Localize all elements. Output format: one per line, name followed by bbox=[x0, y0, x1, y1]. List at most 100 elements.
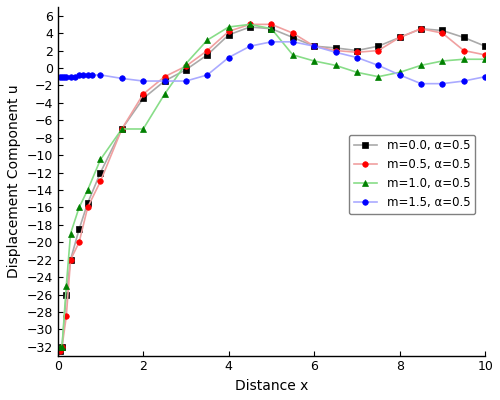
m=0.0, α=0.5 bbox=[290, 35, 296, 40]
m=1.0, α=0.5 bbox=[418, 63, 424, 68]
m=1.0, α=0.5 bbox=[482, 57, 488, 62]
m=0.0, α=0.5 bbox=[311, 44, 317, 48]
m=0.5, α=0.5 bbox=[64, 314, 70, 319]
m=0.5, α=0.5 bbox=[119, 126, 125, 131]
m=0.5, α=0.5 bbox=[59, 344, 65, 349]
m=0.5, α=0.5 bbox=[76, 240, 82, 245]
m=0.0, α=0.5 bbox=[418, 26, 424, 31]
m=1.0, α=0.5 bbox=[204, 38, 210, 42]
m=0.5, α=0.5 bbox=[290, 31, 296, 36]
m=1.5, α=0.5 bbox=[89, 72, 95, 77]
m=1.0, α=0.5 bbox=[119, 126, 125, 131]
m=1.0, α=0.5 bbox=[376, 74, 382, 79]
m=1.5, α=0.5 bbox=[290, 40, 296, 44]
m=1.0, α=0.5 bbox=[290, 52, 296, 57]
m=1.5, α=0.5 bbox=[482, 74, 488, 79]
m=1.0, α=0.5 bbox=[247, 22, 253, 27]
m=0.0, α=0.5 bbox=[76, 227, 82, 232]
m=0.0, α=0.5 bbox=[57, 349, 63, 354]
m=1.5, α=0.5 bbox=[332, 50, 338, 55]
m=1.5, α=0.5 bbox=[460, 79, 466, 84]
m=0.0, α=0.5 bbox=[332, 46, 338, 50]
m=0.0, α=0.5 bbox=[440, 28, 446, 33]
m=1.5, α=0.5 bbox=[183, 79, 189, 84]
m=0.0, α=0.5 bbox=[59, 344, 65, 349]
m=1.0, α=0.5 bbox=[59, 344, 65, 349]
m=1.5, α=0.5 bbox=[418, 81, 424, 86]
m=1.0, α=0.5 bbox=[98, 157, 103, 162]
m=0.5, α=0.5 bbox=[418, 26, 424, 31]
m=1.5, α=0.5 bbox=[64, 74, 70, 79]
m=0.5, α=0.5 bbox=[460, 48, 466, 53]
m=0.5, α=0.5 bbox=[98, 179, 103, 184]
m=0.0, α=0.5 bbox=[84, 201, 90, 206]
m=0.0, α=0.5 bbox=[354, 48, 360, 53]
m=0.0, α=0.5 bbox=[226, 32, 232, 37]
m=0.5, α=0.5 bbox=[440, 31, 446, 36]
m=1.5, α=0.5 bbox=[59, 74, 65, 79]
m=1.5, α=0.5 bbox=[80, 72, 86, 77]
m=0.5, α=0.5 bbox=[376, 48, 382, 53]
m=1.5, α=0.5 bbox=[76, 72, 82, 77]
m=1.5, α=0.5 bbox=[376, 63, 382, 68]
m=0.5, α=0.5 bbox=[268, 22, 274, 27]
m=0.5, α=0.5 bbox=[354, 50, 360, 55]
m=0.0, α=0.5 bbox=[268, 26, 274, 31]
m=0.0, α=0.5 bbox=[140, 96, 146, 101]
m=1.5, α=0.5 bbox=[247, 44, 253, 48]
m=1.5, α=0.5 bbox=[140, 79, 146, 84]
m=1.0, α=0.5 bbox=[332, 63, 338, 68]
m=0.5, α=0.5 bbox=[57, 349, 63, 354]
m=0.0, α=0.5 bbox=[64, 292, 70, 297]
m=1.0, α=0.5 bbox=[460, 57, 466, 62]
m=0.5, α=0.5 bbox=[247, 22, 253, 27]
m=1.5, α=0.5 bbox=[61, 74, 67, 79]
m=0.0, α=0.5 bbox=[183, 67, 189, 72]
m=0.5, α=0.5 bbox=[204, 48, 210, 53]
m=1.0, α=0.5 bbox=[354, 70, 360, 75]
m=0.0, α=0.5 bbox=[204, 52, 210, 57]
m=1.0, α=0.5 bbox=[311, 58, 317, 63]
m=0.5, α=0.5 bbox=[84, 205, 90, 210]
m=0.0, α=0.5 bbox=[119, 126, 125, 131]
m=1.0, α=0.5 bbox=[64, 284, 70, 288]
m=1.5, α=0.5 bbox=[98, 72, 103, 77]
m=0.5, α=0.5 bbox=[332, 48, 338, 53]
m=1.0, α=0.5 bbox=[162, 92, 168, 96]
m=0.5, α=0.5 bbox=[311, 44, 317, 48]
m=0.5, α=0.5 bbox=[396, 35, 402, 40]
m=1.5, α=0.5 bbox=[354, 55, 360, 60]
m=1.0, α=0.5 bbox=[183, 61, 189, 66]
Line: m=1.0, α=0.5: m=1.0, α=0.5 bbox=[56, 21, 488, 350]
m=1.0, α=0.5 bbox=[57, 344, 63, 349]
m=1.5, α=0.5 bbox=[68, 74, 73, 79]
m=1.5, α=0.5 bbox=[396, 72, 402, 77]
m=0.0, α=0.5 bbox=[376, 44, 382, 48]
X-axis label: Distance x: Distance x bbox=[234, 379, 308, 393]
m=1.5, α=0.5 bbox=[226, 55, 232, 60]
m=0.5, α=0.5 bbox=[482, 52, 488, 57]
Line: m=0.5, α=0.5: m=0.5, α=0.5 bbox=[57, 22, 488, 354]
m=1.5, α=0.5 bbox=[440, 81, 446, 86]
m=1.0, α=0.5 bbox=[396, 70, 402, 75]
m=1.0, α=0.5 bbox=[226, 24, 232, 29]
m=0.5, α=0.5 bbox=[68, 257, 73, 262]
m=0.0, α=0.5 bbox=[162, 79, 168, 84]
m=1.0, α=0.5 bbox=[140, 126, 146, 131]
m=1.5, α=0.5 bbox=[72, 74, 78, 79]
m=0.5, α=0.5 bbox=[140, 92, 146, 96]
Legend: m=0.0, α=0.5, m=0.5, α=0.5, m=1.0, α=0.5, m=1.5, α=0.5: m=0.0, α=0.5, m=0.5, α=0.5, m=1.0, α=0.5… bbox=[349, 135, 475, 214]
m=1.5, α=0.5 bbox=[204, 72, 210, 77]
m=1.0, α=0.5 bbox=[440, 58, 446, 63]
m=1.5, α=0.5 bbox=[57, 74, 63, 79]
m=0.0, α=0.5 bbox=[98, 170, 103, 175]
m=1.0, α=0.5 bbox=[84, 188, 90, 192]
m=0.5, α=0.5 bbox=[183, 64, 189, 69]
Y-axis label: Displacement Component u: Displacement Component u bbox=[7, 84, 21, 278]
m=1.0, α=0.5 bbox=[268, 26, 274, 31]
m=0.0, α=0.5 bbox=[68, 257, 73, 262]
m=0.5, α=0.5 bbox=[226, 29, 232, 34]
m=1.5, α=0.5 bbox=[162, 79, 168, 84]
m=0.0, α=0.5 bbox=[482, 44, 488, 48]
Line: m=1.5, α=0.5: m=1.5, α=0.5 bbox=[57, 39, 488, 86]
